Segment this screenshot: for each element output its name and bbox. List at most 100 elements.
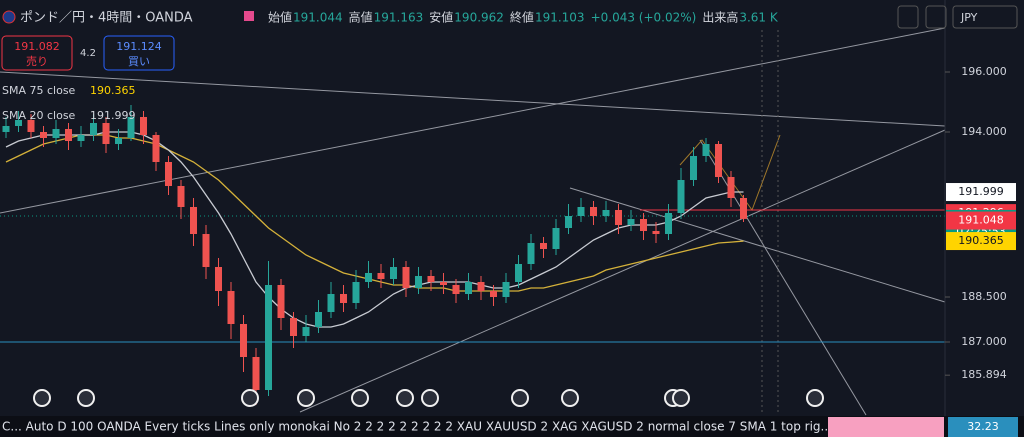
candle-body (215, 267, 222, 291)
event-flag[interactable] (351, 389, 369, 407)
sell-price: 191.082 (14, 40, 60, 53)
y-tick-label: 194.000 (961, 125, 1007, 138)
trend-line (569, 187, 946, 303)
refresh-button[interactable] (925, 5, 947, 29)
ohlc-low-label: 安値 (429, 10, 453, 25)
event-flag[interactable] (33, 389, 51, 407)
candle-body (302, 327, 310, 336)
event-flag[interactable] (396, 389, 414, 407)
currency: JPY (960, 11, 978, 24)
candle-body (27, 120, 35, 132)
legend-value: 190.365 (90, 84, 136, 97)
price-marker-label: 191.048 (958, 214, 1004, 227)
candle-body (727, 177, 735, 198)
ohlc-volume-label: 出来高 (702, 10, 738, 25)
y-tick-label: 187.000 (961, 335, 1007, 348)
candle-body (740, 198, 747, 219)
ohlc-open-label: 始値 (268, 10, 292, 25)
event-flag[interactable] (672, 389, 690, 407)
event-flag[interactable] (511, 389, 529, 407)
candle-body (615, 210, 622, 225)
price-marker-label: 190.365 (958, 234, 1004, 247)
candle-body (665, 213, 672, 234)
ohlc-high-label: 高値 (349, 10, 373, 25)
candle-body (677, 180, 685, 213)
candle-body (227, 291, 235, 324)
candle-body (440, 282, 447, 285)
event-flag[interactable] (806, 389, 824, 407)
indicator-label-bg (948, 417, 1018, 437)
status-text: C... Auto D 100 OANDA Every ticks Lines … (2, 420, 832, 434)
indicator-bar (828, 417, 944, 437)
candle-body (115, 138, 122, 144)
currency-select[interactable] (952, 5, 1018, 29)
candle-body (702, 144, 710, 156)
candle-body (502, 282, 510, 297)
price-marker (946, 232, 1016, 251)
candle-body (565, 216, 572, 228)
buy-button[interactable] (103, 35, 175, 71)
candle-body (527, 243, 535, 264)
legend-value: 191.999 (90, 109, 136, 122)
axis-labels: 196.000 194.000 188.500 187.000 185.894 191.9… (945, 65, 1016, 381)
ohlc-low: 190.962 (454, 11, 504, 25)
event-flag[interactable] (77, 389, 95, 407)
candle-body (127, 117, 135, 138)
price-marker (946, 211, 1016, 230)
down-button[interactable] (897, 5, 919, 29)
candle-body (590, 207, 597, 216)
candle-body (102, 123, 110, 144)
event-flag[interactable] (297, 389, 315, 407)
buy-label: 買い (128, 55, 150, 68)
ohlc-change: +0.043 (+0.02%) (591, 11, 697, 25)
candle-body (390, 267, 397, 279)
candle-body (90, 123, 97, 135)
ohlc: 始値 191.044 高値 191.163 安値 190.962 終値 191.103 +0.0… (268, 10, 779, 25)
candle-body (490, 291, 497, 297)
candle-body (15, 120, 22, 126)
status-dot (244, 11, 254, 21)
sell-label: 売り (26, 55, 48, 68)
event-flag[interactable] (561, 389, 579, 407)
candle-body (415, 276, 422, 288)
ohlc-high: 191.163 (374, 11, 424, 25)
event-flag[interactable] (241, 389, 259, 407)
candle-body (165, 162, 172, 186)
y-tick-label: 188.500 (961, 290, 1007, 303)
event-flag[interactable] (421, 389, 439, 407)
candle-body (252, 357, 260, 390)
candle-body (627, 219, 635, 225)
event-row (33, 389, 824, 407)
projection (679, 134, 781, 212)
candles (2, 105, 747, 405)
ohlc-open: 191.044 (293, 11, 343, 25)
candle-body (690, 156, 697, 180)
candle-body (715, 144, 722, 177)
legend-name: SMA 75 close (2, 84, 76, 97)
candle-body (577, 207, 585, 216)
price-marker-label: 191.999 (958, 185, 1004, 198)
candle-body (40, 132, 47, 138)
candle-body (2, 126, 10, 132)
candle-body (365, 273, 372, 282)
legend-name: SMA 20 close (2, 109, 76, 122)
candle-body (515, 264, 522, 282)
spread: 4.2 (80, 48, 96, 59)
sell-button[interactable] (1, 35, 73, 71)
candle-body (177, 186, 185, 207)
candle-body (402, 267, 410, 288)
candle-body (452, 285, 460, 294)
trend-line (0, 27, 946, 214)
candle-body (465, 282, 472, 294)
candle-body (552, 228, 560, 249)
drawings (0, 27, 946, 416)
ohlc-volume: 3.61 K (739, 11, 779, 25)
candle-body (377, 273, 385, 279)
trend-line (299, 129, 946, 413)
indicator-value: 32.23 (967, 420, 999, 433)
symbol-flag (2, 10, 16, 24)
candle-body (640, 219, 647, 231)
